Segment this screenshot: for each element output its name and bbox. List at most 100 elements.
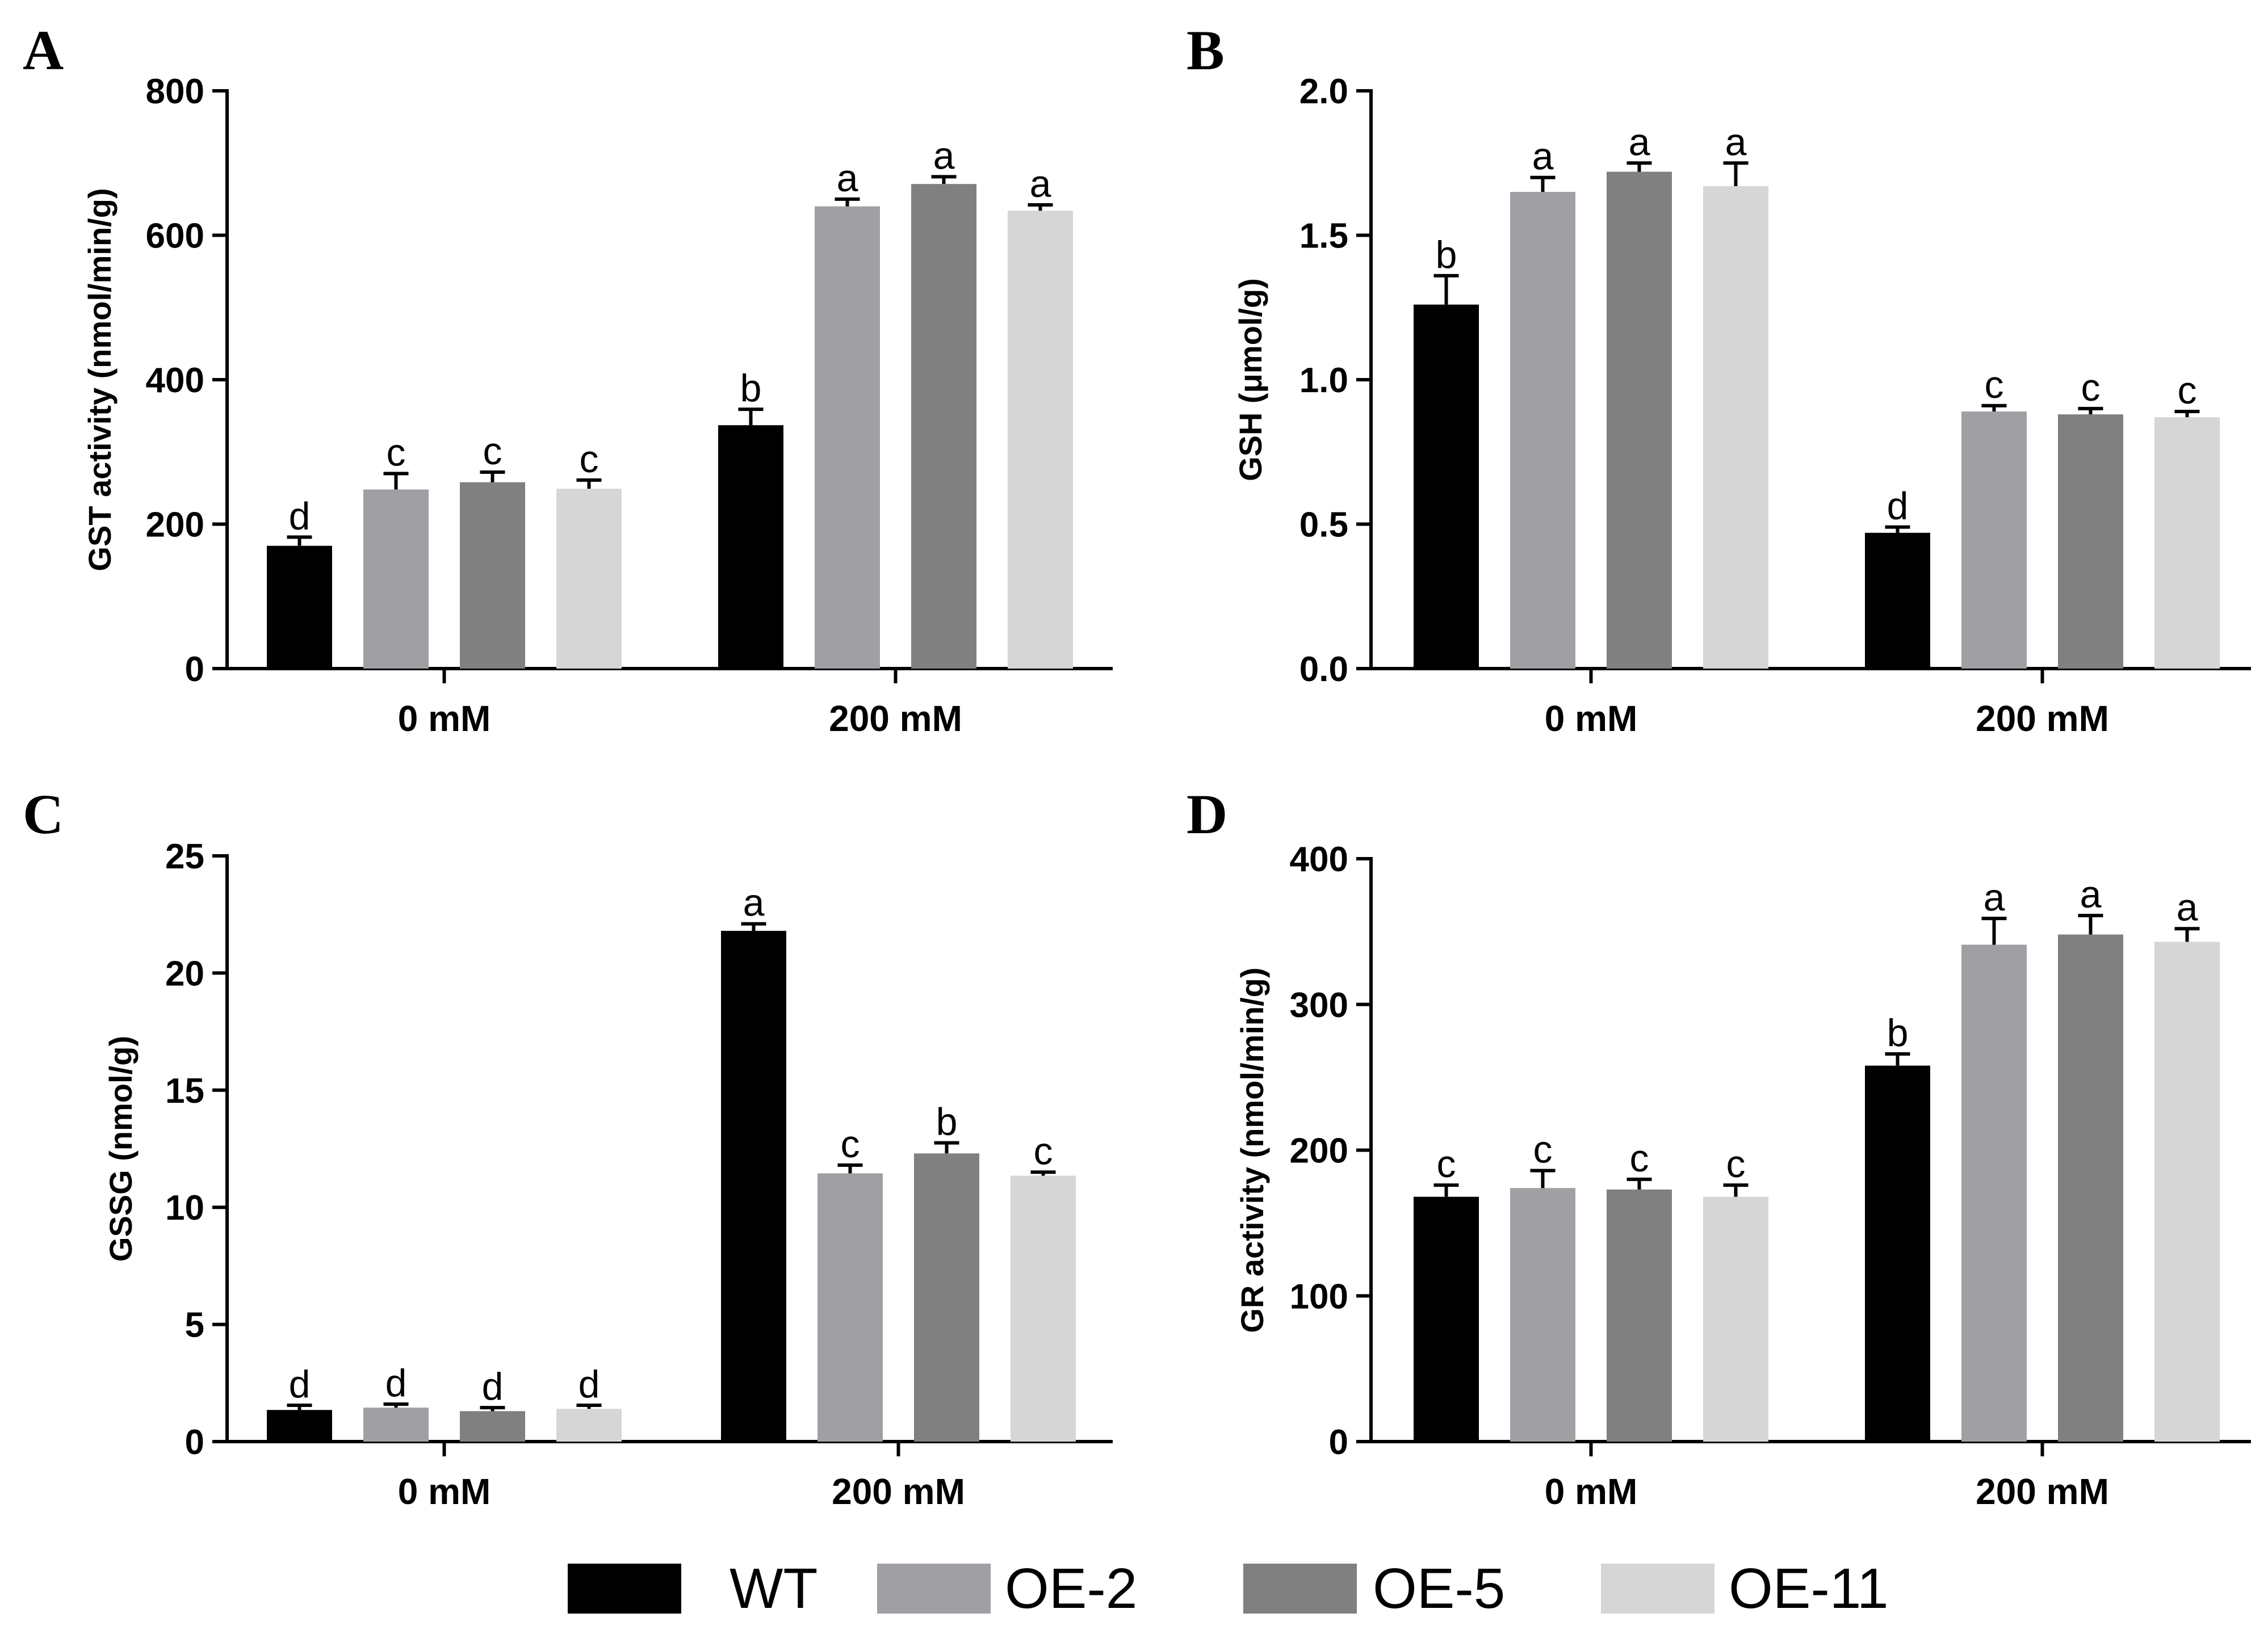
- bar-oe-2: [1510, 1188, 1575, 1442]
- y-tick-label: 0.0: [1299, 650, 1348, 689]
- y-tick-label: 10: [165, 1188, 204, 1228]
- bar-oe-5: [911, 184, 976, 669]
- y-axis-title: GR activity (nmol/min/g): [1234, 967, 1270, 1333]
- category-label: 0 mM: [398, 1471, 491, 1512]
- significance-letter: c: [483, 430, 502, 473]
- significance-letter: a: [933, 134, 955, 177]
- error-bar: [1030, 1170, 1056, 1176]
- significance-letter: c: [580, 438, 599, 481]
- error-bar: [1981, 917, 2007, 945]
- y-tick-label: 15: [165, 1072, 204, 1111]
- legend-swatch-oe-11: [1601, 1564, 1714, 1614]
- y-tick-label: 25: [165, 837, 204, 876]
- significance-letter: d: [289, 1363, 311, 1406]
- y-tick-label: 0: [185, 1423, 204, 1462]
- y-axis-title: GSH (μmol/g): [1232, 278, 1268, 481]
- y-tick-label: 1.5: [1299, 217, 1348, 256]
- error-bar: [1885, 1052, 1910, 1066]
- bar-wt: [267, 1410, 332, 1442]
- error-bar: [480, 470, 505, 482]
- category-label: 200 mM: [1976, 1471, 2109, 1512]
- error-bar: [576, 478, 602, 489]
- bar-oe-11: [556, 489, 622, 669]
- significance-letter: a: [1629, 120, 1650, 163]
- significance-letter: a: [1725, 120, 1747, 163]
- y-tick-label: 200: [146, 506, 204, 545]
- error-bar: [287, 1404, 312, 1410]
- legend: WT OE-2 OE-5 OE-11: [568, 1557, 1889, 1620]
- error-bar: [1981, 404, 2007, 411]
- error-bar: [1530, 175, 1556, 192]
- category-label: 0 mM: [1545, 1471, 1638, 1512]
- legend-swatch-oe-5: [1243, 1564, 1357, 1614]
- significance-letter: a: [2080, 873, 2102, 916]
- y-tick-label: 400: [1290, 840, 1348, 879]
- significance-letter: d: [385, 1362, 407, 1405]
- bar-oe-5: [1607, 171, 1672, 669]
- significance-letter: c: [1533, 1128, 1553, 1171]
- significance-letter: b: [1887, 1011, 1909, 1055]
- error-bar: [1530, 1169, 1556, 1188]
- significance-letter: c: [2178, 369, 2197, 412]
- y-tick-label: 100: [1290, 1277, 1348, 1316]
- y-tick-label: 0: [185, 650, 204, 689]
- bar-oe-11: [1008, 211, 1073, 669]
- bar-wt: [1414, 304, 1479, 669]
- error-bar: [383, 1402, 409, 1408]
- y-tick-label: 2.0: [1299, 72, 1348, 111]
- bar-oe-11: [2154, 942, 2220, 1442]
- significance-letter: a: [1030, 162, 1051, 205]
- error-bar: [931, 175, 957, 184]
- bar-wt: [1414, 1196, 1479, 1442]
- y-tick-label: 5: [185, 1306, 204, 1345]
- y-tick-label: 0.5: [1299, 506, 1348, 545]
- bar-oe-11: [1703, 186, 1768, 669]
- significance-letter: c: [1034, 1129, 1053, 1173]
- legend-swatch-wt: [568, 1564, 681, 1614]
- significance-letter: c: [1630, 1137, 1649, 1180]
- bar-oe-11: [2154, 417, 2220, 669]
- error-bar: [2078, 914, 2103, 935]
- y-tick-label: 400: [146, 361, 204, 400]
- significance-letter: c: [841, 1123, 860, 1166]
- panel-a: A 0 200 400 600 800 GST activity (nmol/min/g) d…: [23, 19, 1113, 739]
- error-bar: [2174, 927, 2200, 942]
- significance-letter: a: [837, 157, 858, 200]
- y-tick-label: 200: [1290, 1132, 1348, 1171]
- bar-wt: [267, 545, 332, 669]
- panel-letter: A: [23, 19, 64, 82]
- error-bar: [1885, 525, 1910, 533]
- error-bar: [1433, 274, 1459, 305]
- bar-oe-11: [1011, 1175, 1076, 1442]
- significance-letter: c: [1726, 1142, 1746, 1186]
- error-bar: [1723, 161, 1749, 186]
- y-tick-label: 20: [165, 954, 204, 993]
- legend-label-wt: WT: [730, 1557, 818, 1620]
- bar-oe-11: [556, 1409, 622, 1442]
- y-tick-label: 300: [1290, 986, 1348, 1025]
- error-bar: [576, 1404, 602, 1409]
- bar-oe-5: [2058, 414, 2123, 669]
- bar-oe-2: [1510, 192, 1575, 669]
- bar-oe-2: [1961, 411, 2027, 669]
- significance-letter: c: [387, 431, 406, 474]
- significance-letter: d: [289, 494, 311, 537]
- bar-oe-5: [460, 482, 525, 669]
- bar-oe-2: [818, 1173, 883, 1442]
- error-bar: [287, 535, 312, 546]
- y-tick-label: 1.0: [1299, 361, 1348, 400]
- y-tick-label: 800: [146, 72, 204, 111]
- significance-letter: c: [1437, 1142, 1456, 1186]
- bar-wt: [1865, 1065, 1930, 1442]
- bar-oe-11: [1703, 1196, 1768, 1442]
- y-tick-label: 0: [1329, 1423, 1348, 1462]
- significance-letter: a: [1984, 876, 2005, 919]
- bar-wt: [718, 425, 783, 669]
- error-bar: [480, 1406, 505, 1412]
- legend-label-oe-5: OE-5: [1373, 1557, 1505, 1620]
- bar-wt: [1865, 532, 1930, 669]
- category-label: 200 mM: [1976, 698, 2109, 739]
- category-label: 0 mM: [1545, 698, 1638, 739]
- significance-letter: b: [936, 1100, 958, 1144]
